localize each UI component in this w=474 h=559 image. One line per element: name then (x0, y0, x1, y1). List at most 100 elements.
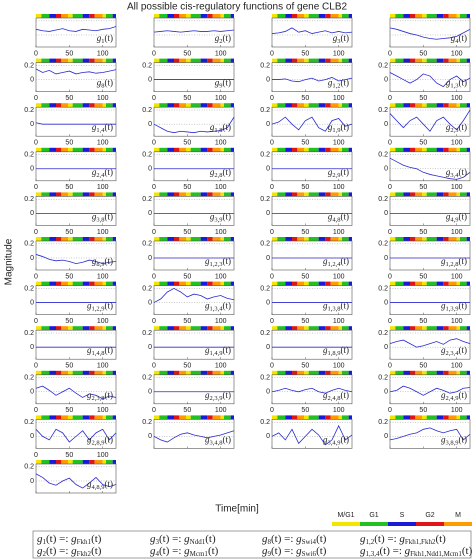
y-tick-label: 0.2 (24, 419, 34, 426)
phase-segment (460, 415, 467, 420)
phase-segment (41, 103, 50, 108)
phase-segment (456, 415, 460, 420)
phase-segment (308, 58, 319, 63)
panel-frame (389, 196, 471, 226)
phase-segment (338, 14, 342, 18)
phase-segment (36, 192, 42, 197)
phase-segment (190, 370, 201, 375)
phase-segment (102, 147, 106, 152)
x-tick-label: 100 (451, 273, 463, 280)
y-tick-label: 0 (266, 255, 270, 262)
phase-segment (41, 192, 50, 197)
phase-segment (186, 281, 191, 286)
phase-segment (448, 370, 457, 375)
phase-segment (186, 14, 191, 18)
phase-segment (179, 58, 186, 63)
definition: g1,3,4(t) =: gFkh1,Ndd1,Mcm1(t) (360, 545, 473, 558)
x-tick-label: 50 (419, 95, 427, 102)
phase-segment (82, 370, 90, 375)
phase-segment (436, 370, 444, 375)
definition: g1(t) =: gFkh1(t) (37, 533, 102, 546)
phase-segment (325, 147, 331, 152)
phase-segment (49, 237, 56, 241)
phase-segment (460, 14, 467, 18)
y-tick-label: 0 (384, 344, 388, 351)
phase-segment (112, 58, 116, 63)
phase-segment (426, 14, 437, 18)
phase-segment (426, 415, 437, 420)
phase-segment (403, 415, 410, 420)
y-tick-label: 0.2 (378, 330, 388, 337)
x-tick-label: 0 (152, 95, 156, 102)
y-tick-label: 0 (148, 299, 152, 306)
y-tick-label: 0 (266, 76, 270, 83)
phase-segment (456, 103, 460, 108)
phase-segment (395, 14, 404, 18)
phase-segment (443, 14, 449, 18)
y-tick-label: 0.2 (24, 464, 34, 471)
panel-frame (389, 240, 471, 271)
x-tick-label: 0 (34, 229, 38, 236)
phase-segment (318, 370, 326, 375)
phase-segment (348, 415, 352, 420)
phase-segment (89, 281, 95, 286)
definition-box (32, 530, 472, 559)
series-line (35, 385, 117, 400)
phase-segment (207, 326, 213, 331)
series-line (153, 287, 235, 303)
phase-segment (285, 147, 292, 152)
x-tick-label: 100 (333, 95, 345, 102)
phase-segment (72, 103, 83, 108)
phase-segment (68, 192, 73, 197)
phase-segment (443, 192, 449, 197)
x-tick-label: 0 (388, 50, 392, 57)
phase-segment (277, 14, 286, 18)
phase-segment (308, 326, 319, 331)
phase-segment (56, 370, 62, 375)
phase-segment (106, 14, 113, 18)
phase-segment (102, 326, 106, 331)
phase-segment (466, 103, 470, 108)
phase-segment (56, 237, 62, 241)
phase-segment (338, 415, 342, 420)
phase-segment (154, 14, 160, 18)
phase-segment (277, 147, 286, 152)
phase-segment (159, 326, 168, 331)
y-tick-label: 0.2 (260, 285, 270, 292)
phase-segment (348, 103, 352, 108)
phase-segment (167, 103, 174, 108)
phase-segment (422, 326, 427, 331)
phase-segment (426, 237, 437, 241)
panel-frame (35, 106, 117, 137)
phase-segment (102, 192, 106, 197)
phase-segment (292, 58, 298, 63)
phase-segment (292, 103, 298, 108)
phase-segment (56, 103, 62, 108)
panel-label: g2,3(t) (446, 122, 467, 134)
phase-segment (36, 370, 42, 375)
phase-segment (106, 281, 113, 286)
x-tick-label: 100 (451, 229, 463, 236)
phase-segment (159, 415, 168, 420)
phase-segment (318, 103, 326, 108)
phase-segment (338, 281, 342, 286)
phase-segment (61, 147, 68, 152)
panel-label: g1,9(t) (328, 122, 349, 134)
phase-segment (390, 370, 396, 375)
phase-segment (68, 415, 73, 420)
phase-segment (230, 370, 234, 375)
phase-segment (56, 192, 62, 197)
phase-segment (304, 415, 309, 420)
phase-segment (443, 370, 449, 375)
phase-segment (89, 147, 95, 152)
phase-segment (342, 326, 349, 331)
x-tick-label: 50 (183, 318, 191, 325)
phase-segment (230, 281, 234, 286)
phase-segment (94, 14, 103, 18)
phase-segment (403, 14, 410, 18)
phase-segment (330, 58, 339, 63)
x-tick-label: 50 (301, 318, 309, 325)
phase-segment (179, 415, 186, 420)
phase-segment (230, 237, 234, 241)
phase-segment (200, 370, 208, 375)
